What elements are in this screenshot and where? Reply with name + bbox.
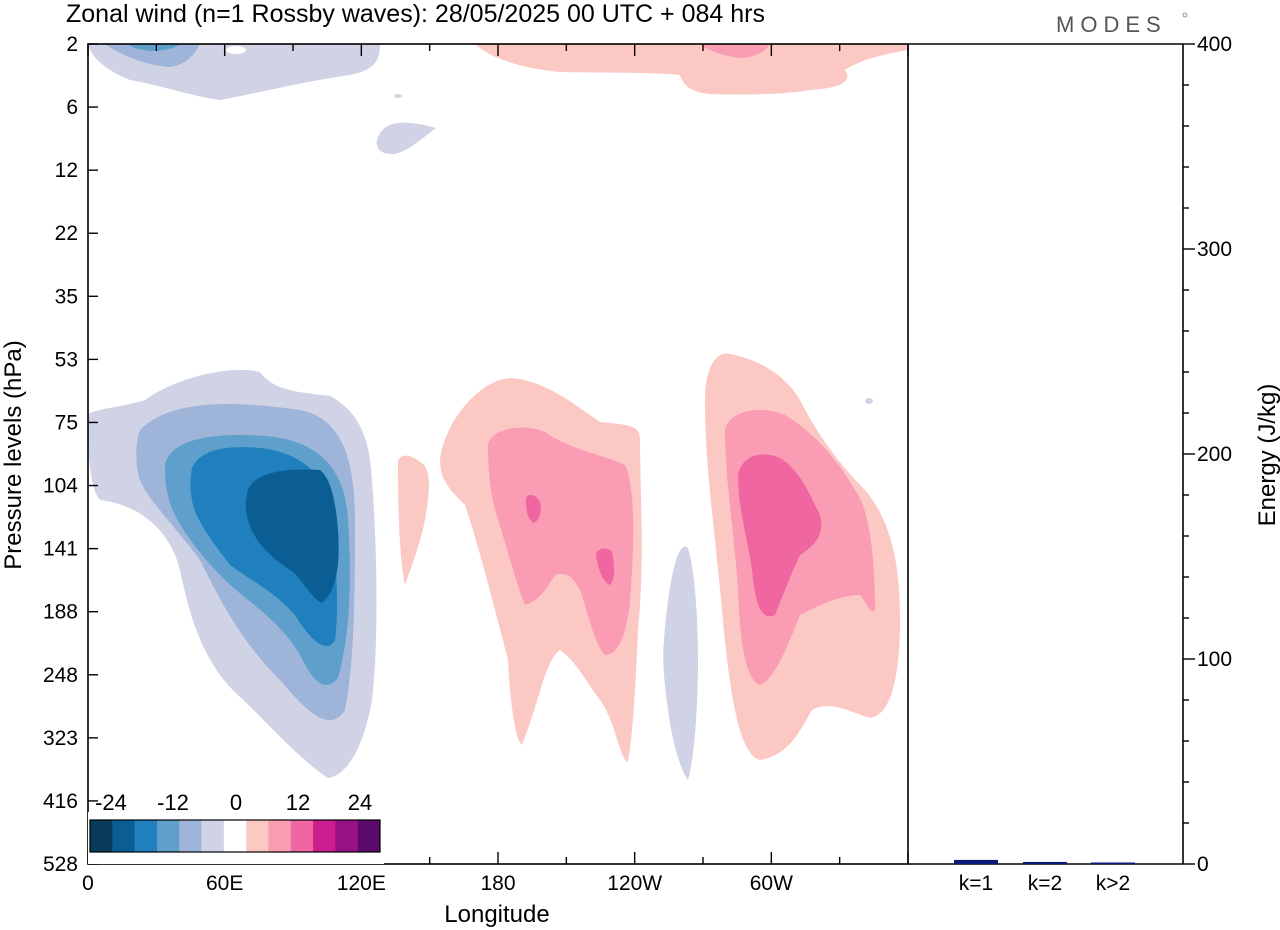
x-tick-label: 180 — [480, 872, 515, 895]
colorbar-swatch — [112, 820, 135, 852]
colorbar-label: 24 — [348, 790, 372, 815]
y-tick-label: 141 — [43, 538, 78, 561]
energy-tick-label: 400 — [1197, 33, 1232, 56]
y-tick-label: 12 — [55, 159, 78, 182]
energy-bar — [1091, 862, 1135, 864]
brand-logo: MODES — [1056, 12, 1167, 37]
y-tick-label: 528 — [43, 853, 78, 876]
contour-fields — [88, 44, 908, 864]
energy-category-label: k=2 — [1028, 872, 1062, 895]
chart-title: Zonal wind (n=1 Rossby waves): 28/05/202… — [66, 0, 765, 28]
y-tick-label: 188 — [43, 601, 78, 624]
x-tick-label: 60W — [750, 872, 793, 895]
y-tick-label: 6 — [66, 96, 78, 119]
colorbar-swatch — [90, 820, 113, 852]
x-tick-label: 60E — [206, 872, 243, 895]
x-tick-label: 0 — [82, 872, 94, 895]
colorbar-swatch — [179, 820, 202, 852]
colorbar: -24 -12 0 12 24 — [89, 790, 381, 853]
colorbar-swatch — [290, 820, 314, 852]
y-tick-label: 2 — [66, 33, 78, 56]
y-tick-label: 416 — [43, 790, 78, 813]
energy-tick-label: 200 — [1197, 443, 1232, 466]
y-tick-label: 22 — [55, 222, 78, 245]
colorbar-label: -12 — [157, 790, 189, 815]
colorbar-label: 12 — [286, 790, 310, 815]
colorbar-swatch — [201, 820, 225, 852]
y-tick-label: 35 — [55, 285, 78, 308]
x-tick-label: 120W — [607, 872, 662, 895]
colorbar-label: -24 — [95, 790, 127, 815]
energy-axis-label: Energy (J/kg) — [1254, 384, 1280, 527]
y-axis: 2 6 12 22 35 53 75 104 141 188 248 323 416 528 — [43, 33, 98, 876]
y-tick-label: 53 — [55, 348, 78, 371]
energy-tick-label: 300 — [1197, 238, 1232, 261]
colorbar-swatch — [357, 820, 381, 852]
energy-tick-label: 100 — [1197, 648, 1232, 671]
colorbar-swatch — [246, 820, 269, 852]
y-tick-label: 75 — [55, 411, 78, 434]
energy-bars: k=1 k=2 k>2 — [954, 859, 1135, 895]
colorbar-swatch — [156, 820, 180, 852]
y-tick-label: 104 — [43, 475, 78, 498]
colorbar-frame — [89, 819, 381, 853]
colorbar-swatch — [134, 820, 158, 852]
colorbar-label: 0 — [230, 790, 242, 815]
energy-tick-label: 0 — [1197, 853, 1209, 876]
colorbar-swatch — [223, 820, 247, 852]
energy-panel: 0 100 200 300 400 k=1 k=2 k>2 Energy (J/kg) — [908, 33, 1280, 895]
colorbar-swatch — [268, 820, 292, 852]
energy-bar — [954, 859, 998, 864]
x-axis-label: Longitude — [444, 901, 549, 928]
brand-mark-icon — [1182, 12, 1188, 18]
energy-category-label: k>2 — [1096, 872, 1130, 895]
y-tick-label: 323 — [43, 727, 78, 750]
energy-axis: 0 100 200 300 400 — [1183, 33, 1232, 876]
x-tick-label: 120E — [337, 872, 386, 895]
colorbar-swatch — [313, 820, 336, 852]
x-axis: 0 60E 120E 180 120W 60W — [82, 44, 909, 895]
y-axis-label: Pressure levels (hPa) — [0, 340, 27, 569]
colorbar-swatch — [335, 820, 358, 852]
contour-panel: 2 6 12 22 35 53 75 104 141 188 248 323 416 528 0 60E 12… — [0, 33, 909, 928]
energy-category-label: k=1 — [959, 872, 993, 895]
energy-bar — [1023, 861, 1067, 864]
y-tick-label: 248 — [43, 664, 78, 687]
